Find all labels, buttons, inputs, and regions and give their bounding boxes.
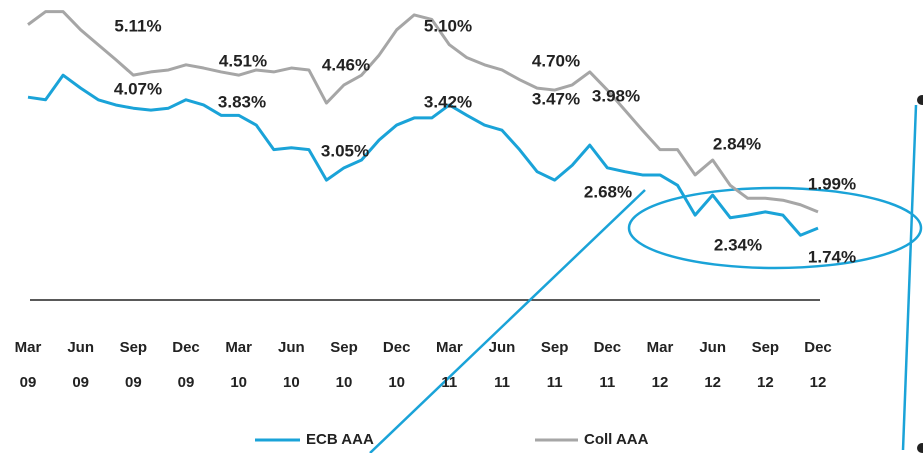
x-tick-label: Mar 12 [646,339,674,391]
x-tick-label: Jun 12 [699,339,726,391]
annotation: 1.99% [808,174,856,193]
x-tick-label: Sep 11 [540,339,569,391]
annotation: 4.07% [114,79,162,98]
x-tick-label: Jun 09 [67,339,94,391]
x-tick-label: Mar 09 [14,339,42,391]
annotation: 3.05% [321,141,369,160]
annotation: 2.34% [714,235,762,254]
annotation: 3.47% [532,89,580,108]
annotation: 4.46% [322,55,370,74]
annotation: 3.83% [218,92,266,111]
annotation: 3.42% [424,92,472,111]
annotation: 4.51% [219,51,267,70]
x-tick-label: Dec 12 [804,339,832,391]
x-tick-label: Dec 09 [172,339,200,391]
x-tick-label: Dec 10 [382,339,411,391]
legend-label: ECB AAA [306,431,374,448]
bullet [917,95,923,105]
x-tick-label: Jun 11 [488,339,516,391]
annotation: 2.84% [713,134,761,153]
callout-line [901,104,918,451]
callout-line [369,189,646,453]
series-line [27,73,819,237]
annotation: 5.10% [424,16,472,35]
x-tick-label: Sep 10 [330,339,358,391]
annotation: 4.70% [532,51,580,70]
highlight-ellipse [627,186,923,270]
x-tick-label: Mar 10 [225,339,252,391]
annotation: 1.74% [808,247,856,266]
x-tick-label: Mar 11 [435,339,463,391]
annotation: 5.11% [114,16,161,35]
annotation: 3.98% [592,86,640,105]
x-tick-label: Sep 12 [751,339,780,391]
bullet [917,443,923,453]
x-tick-label: Jun 10 [277,339,305,391]
annotation: 2.68% [584,182,632,201]
x-tick-label: Sep 09 [119,339,148,391]
x-tick-label: Dec 11 [593,339,622,391]
legend-label: Coll AAA [584,431,649,448]
series-line [27,10,819,214]
